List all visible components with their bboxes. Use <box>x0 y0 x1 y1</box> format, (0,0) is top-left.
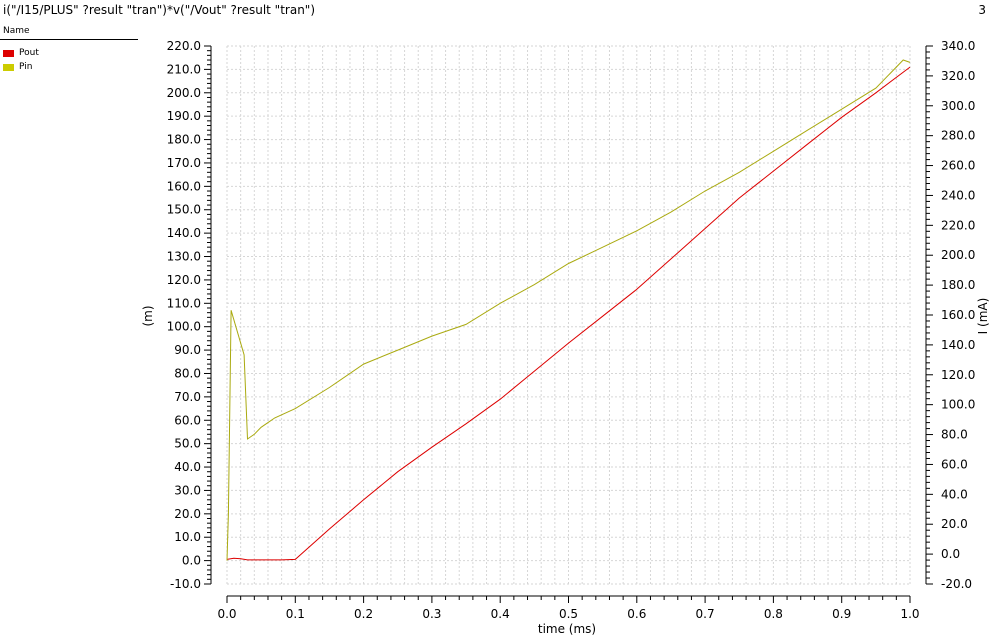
y-right-tick-label: 340.0 <box>941 39 975 53</box>
y-left-tick-label: 10.0 <box>174 530 201 544</box>
panel-count: 3 <box>978 3 986 17</box>
legend-swatch-pout <box>3 49 14 57</box>
x-tick-label: 0.0 <box>217 607 236 621</box>
y-right-tick-label: 300.0 <box>941 99 975 113</box>
axes: -10.0 0.0 10.0 20.0 30.0 40.0 50.0 60.0 70.0 80.0… <box>167 39 976 621</box>
y-right-tick-label: 40.0 <box>941 487 968 501</box>
y-right-tick-label: 160.0 <box>941 308 975 322</box>
y-right-tick-label: 100.0 <box>941 398 975 412</box>
y-left-tick-label: 50.0 <box>174 437 201 451</box>
y-left-tick-label: 210.0 <box>167 62 201 76</box>
series-line-pin[interactable] <box>226 59 911 561</box>
y-left-tick-label: 30.0 <box>174 483 201 497</box>
y-right-tick-label: 120.0 <box>941 368 975 382</box>
y-right-tick-label: 20.0 <box>941 517 968 531</box>
x-tick-label: 0.2 <box>354 607 373 621</box>
y-right-tick-label: 280.0 <box>941 129 975 143</box>
y-left-tick-label: 200.0 <box>167 86 201 100</box>
legend-list: Pout Pin <box>0 46 138 74</box>
y-left-tick-label: 180.0 <box>167 133 201 147</box>
y-right-tick-label: 200.0 <box>941 248 975 262</box>
series-layer <box>226 59 911 561</box>
series-line-pout[interactable] <box>226 66 911 561</box>
x-tick-label: 0.6 <box>627 607 646 621</box>
y-left-tick-label: 170.0 <box>167 156 201 170</box>
legend-label-pin: Pin <box>19 62 33 72</box>
x-tick-label: 0.7 <box>696 607 715 621</box>
y-left-tick-label: 120.0 <box>167 273 201 287</box>
y-left-tick-label: 60.0 <box>174 413 201 427</box>
y-axis-left-label: (m) <box>141 305 155 326</box>
y-left-tick-label: 190.0 <box>167 109 201 123</box>
legend-header: Name <box>0 26 138 40</box>
y-left-tick-label: 90.0 <box>174 343 201 357</box>
y-right-tick-label: 0.0 <box>941 547 960 561</box>
y-left-tick-label: 220.0 <box>167 39 201 53</box>
y-right-tick-label: 260.0 <box>941 159 975 173</box>
x-tick-label: 0.4 <box>491 607 510 621</box>
y-left-tick-label: 80.0 <box>174 366 201 380</box>
y-right-tick-label: 220.0 <box>941 218 975 232</box>
y-left-tick-label: 70.0 <box>174 390 201 404</box>
x-tick-label: 1.0 <box>900 607 919 621</box>
x-axis-label: time (ms) <box>538 622 596 636</box>
y-right-tick-label: 60.0 <box>941 457 968 471</box>
y-left-tick-label: 150.0 <box>167 203 201 217</box>
y-left-tick-label: 100.0 <box>167 320 201 334</box>
y-right-tick-label: 80.0 <box>941 428 968 442</box>
y-left-tick-label: 160.0 <box>167 179 201 193</box>
y-left-tick-label: 40.0 <box>174 460 201 474</box>
legend-item-pin[interactable]: Pin <box>0 60 138 74</box>
legend-item-pout[interactable]: Pout <box>0 46 138 60</box>
y-right-tick-label: 320.0 <box>941 69 975 83</box>
expression-title: i("/I15/PLUS" ?result "tran")*v("/Vout" … <box>3 3 315 17</box>
legend: Name Pout Pin <box>0 26 138 74</box>
x-tick-label: 0.3 <box>422 607 441 621</box>
legend-swatch-pin <box>3 63 14 71</box>
y-right-tick-label: 240.0 <box>941 188 975 202</box>
y-left-tick-label: 140.0 <box>167 226 201 240</box>
x-tick-label: 0.9 <box>832 607 851 621</box>
y-left-tick-label: -10.0 <box>170 577 201 591</box>
x-tick-label: 0.1 <box>286 607 305 621</box>
y-right-tick-label: -20.0 <box>941 577 972 591</box>
y-left-tick-label: 20.0 <box>174 507 201 521</box>
y-right-tick-label: 180.0 <box>941 278 975 292</box>
grid <box>226 45 911 585</box>
x-tick-label: 0.5 <box>559 607 578 621</box>
x-tick-label: 0.8 <box>764 607 783 621</box>
y-left-tick-label: 130.0 <box>167 250 201 264</box>
y-left-tick-label: 0.0 <box>182 554 201 568</box>
y-axis-right-label: I (mA) <box>976 298 990 335</box>
y-right-tick-label: 140.0 <box>941 338 975 352</box>
y-left-tick-label: 110.0 <box>167 296 201 310</box>
legend-label-pout: Pout <box>19 48 39 58</box>
